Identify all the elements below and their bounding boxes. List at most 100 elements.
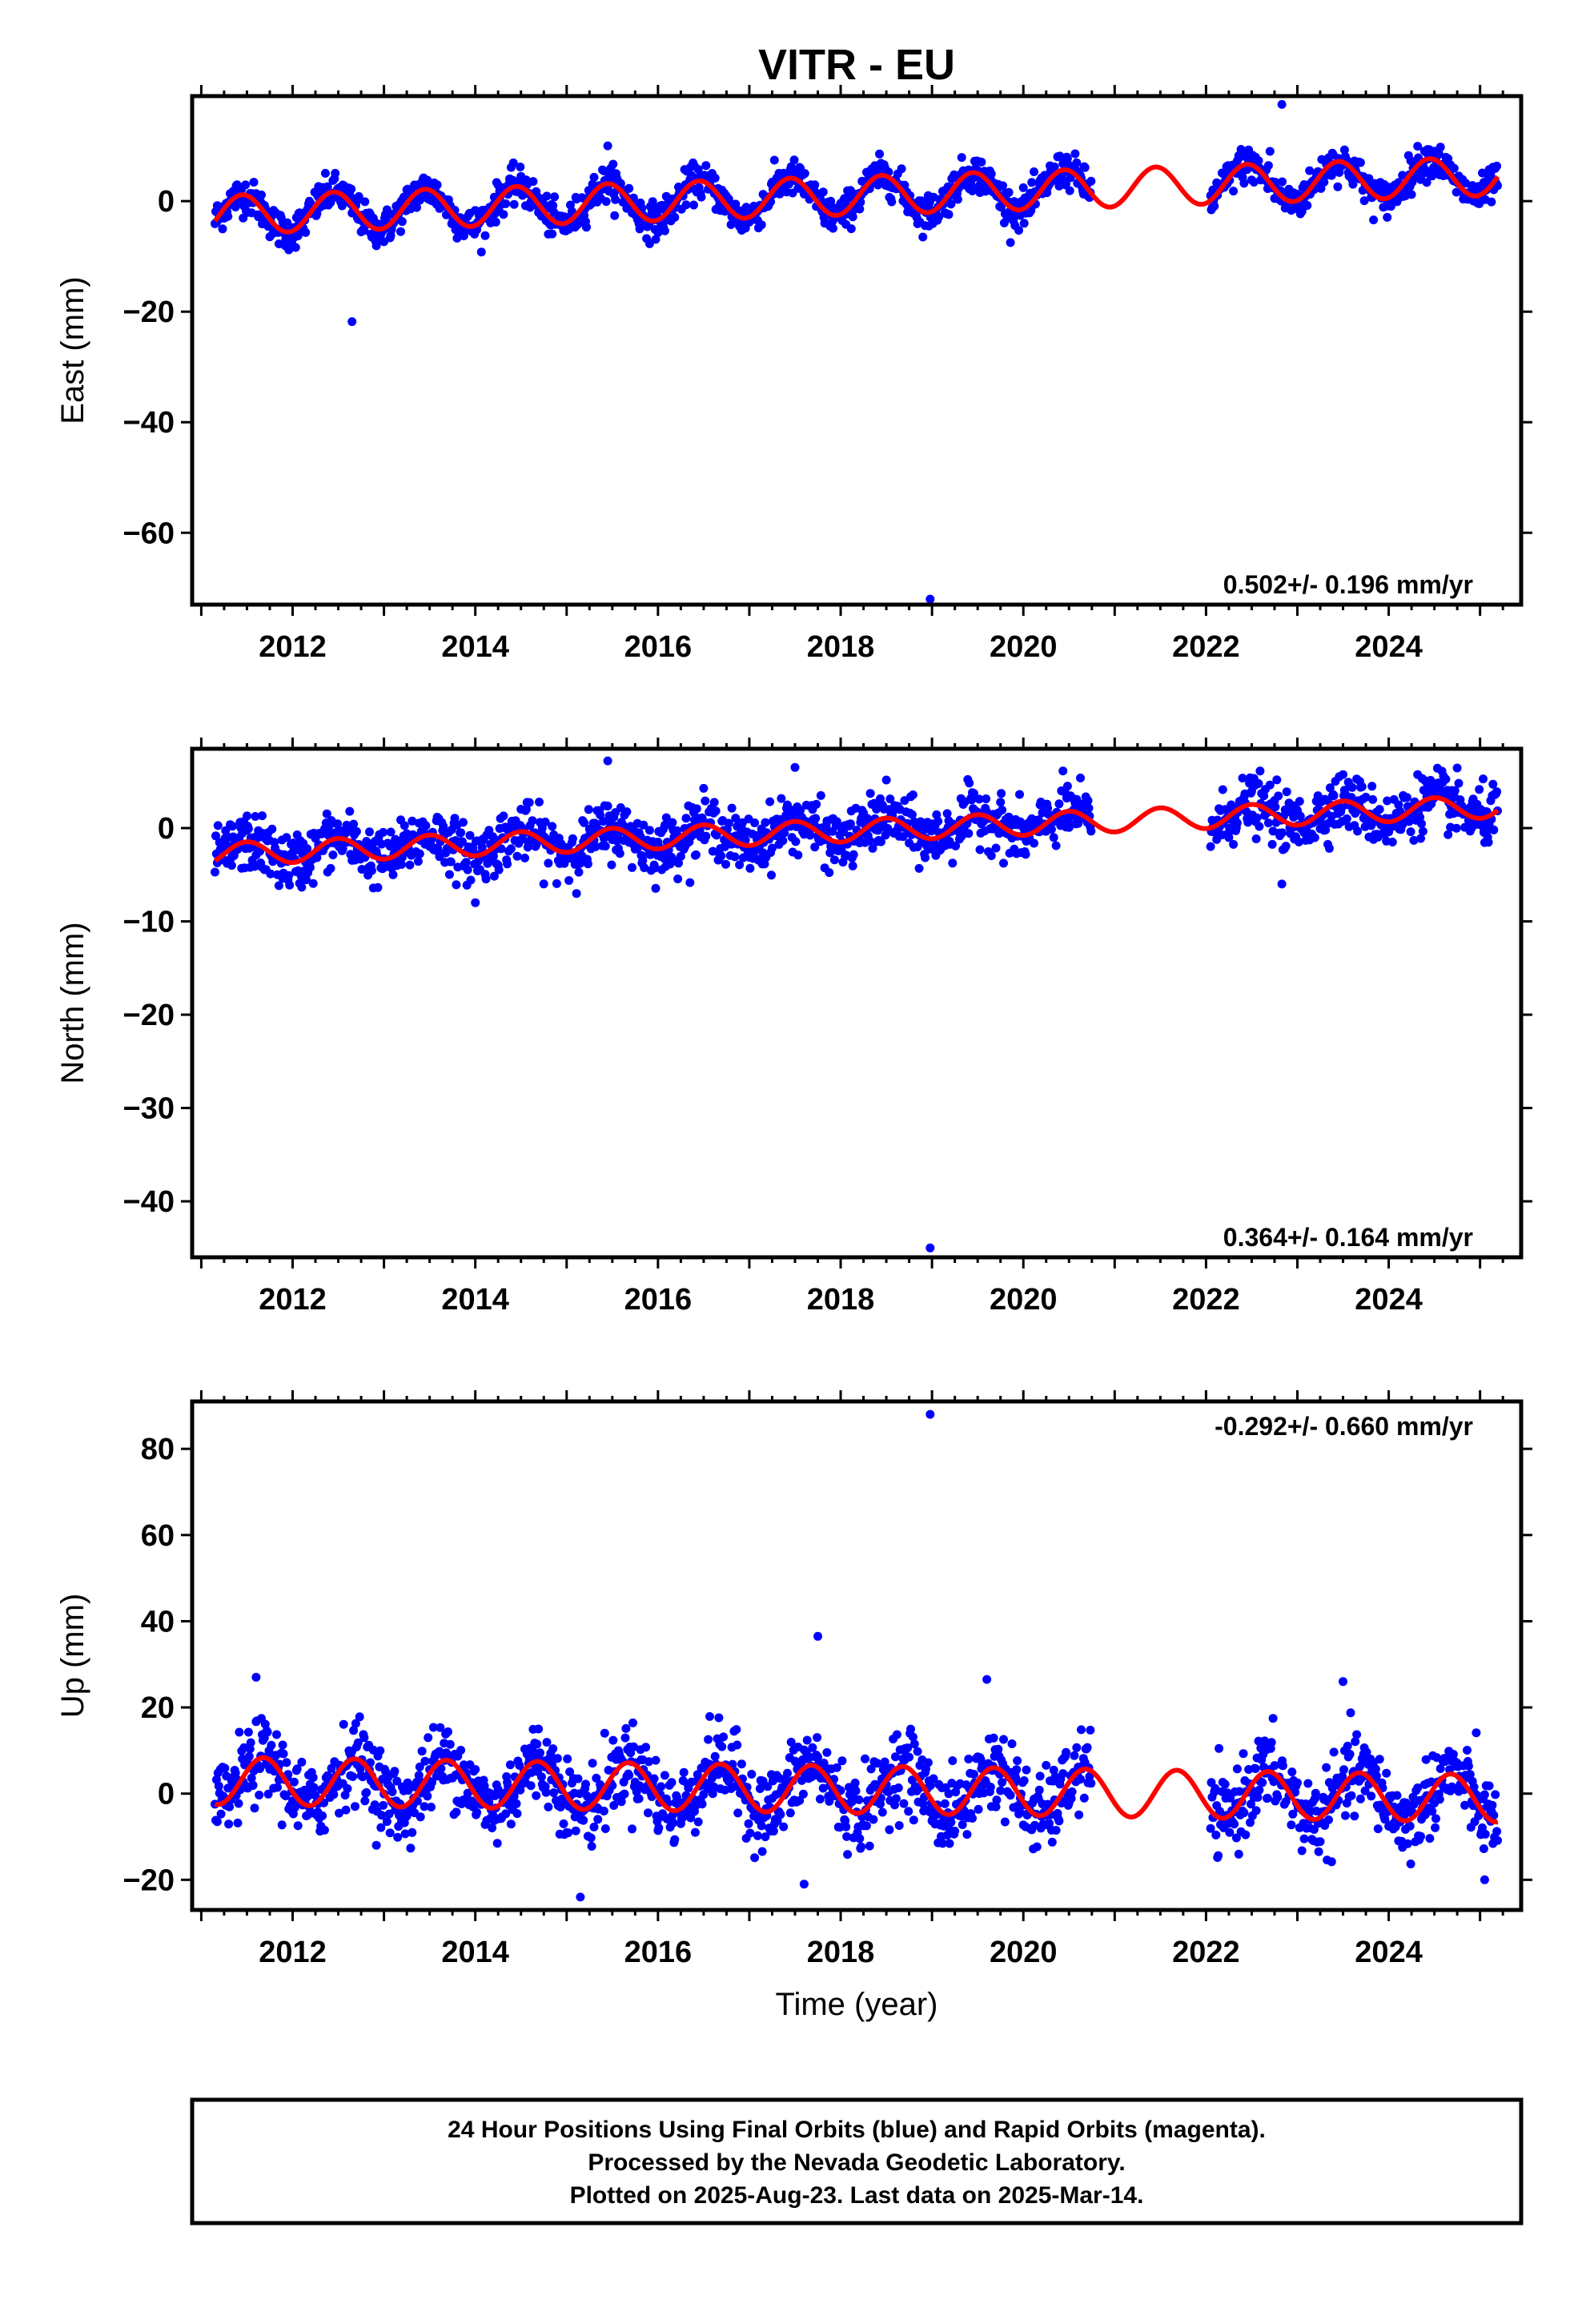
- data-point: [1225, 1827, 1235, 1837]
- data-point: [778, 836, 788, 846]
- data-point: [1214, 1851, 1223, 1860]
- data-point: [320, 168, 330, 178]
- data-point: [732, 1725, 741, 1735]
- data-point: [1452, 763, 1462, 773]
- data-point: [1255, 822, 1264, 831]
- data-point: [609, 1801, 619, 1810]
- data-point: [1314, 1847, 1323, 1856]
- data-point: [989, 1733, 998, 1743]
- data-point: [421, 821, 431, 830]
- data-point: [255, 1791, 264, 1799]
- data-point: [1255, 1785, 1264, 1795]
- data-point: [909, 1739, 919, 1749]
- data-point: [423, 175, 432, 185]
- data-point: [721, 859, 730, 869]
- data-point: [750, 1853, 760, 1863]
- data-point: [1019, 219, 1029, 228]
- data-point: [999, 858, 1008, 868]
- data-point: [452, 880, 461, 890]
- data-point: [1076, 774, 1085, 782]
- data-point: [243, 1727, 253, 1737]
- data-point: [1086, 176, 1096, 186]
- y-tick-label: 0: [158, 812, 175, 846]
- data-point: [1051, 841, 1061, 850]
- data-point: [1000, 1817, 1010, 1827]
- data-point: [802, 1735, 812, 1745]
- data-point: [1076, 1775, 1085, 1784]
- data-point: [909, 1815, 918, 1825]
- data-point: [1013, 1756, 1022, 1766]
- data-point: [693, 165, 703, 174]
- data-point: [1479, 1844, 1488, 1853]
- data-point: [417, 1747, 427, 1756]
- data-point: [1278, 828, 1287, 838]
- data-point: [855, 204, 865, 214]
- data-point: [1311, 1788, 1320, 1798]
- data-point: [1287, 1767, 1297, 1777]
- data-point: [1492, 787, 1502, 797]
- x-tick-label: 2018: [807, 1283, 875, 1317]
- data-point: [1086, 1779, 1096, 1788]
- data-point: [667, 1778, 677, 1787]
- data-point: [1006, 1791, 1015, 1800]
- data-point: [699, 783, 709, 793]
- data-point: [1253, 1792, 1263, 1802]
- data-point: [415, 849, 424, 858]
- data-point: [607, 860, 616, 870]
- data-point: [274, 881, 283, 891]
- y-tick-label: 0: [158, 185, 175, 219]
- data-point: [542, 1738, 552, 1747]
- data-point: [379, 827, 388, 837]
- data-point: [897, 164, 906, 174]
- east-data-points: [211, 99, 1502, 604]
- data-point: [608, 1735, 618, 1745]
- data-point: [737, 1759, 746, 1769]
- data-point: [767, 870, 776, 880]
- data-point: [406, 1844, 416, 1853]
- data-point: [745, 863, 755, 873]
- data-point: [620, 1733, 630, 1743]
- data-point: [621, 1723, 631, 1733]
- data-point: [516, 163, 525, 171]
- data-point: [668, 818, 677, 827]
- data-point: [644, 1808, 652, 1818]
- data-point: [946, 199, 956, 209]
- data-point: [1241, 1830, 1251, 1839]
- data-point: [224, 1819, 234, 1829]
- data-point: [548, 1744, 558, 1754]
- data-point: [550, 192, 560, 202]
- data-point: [1480, 1790, 1489, 1799]
- data-point: [400, 821, 409, 830]
- data-point: [1488, 779, 1498, 789]
- east-frame: [190, 94, 1524, 607]
- data-point: [779, 1822, 789, 1831]
- data-point: [1343, 1741, 1352, 1751]
- data-point: [293, 1821, 303, 1831]
- data-point: [1406, 827, 1415, 837]
- data-point: [1383, 212, 1392, 222]
- data-point: [849, 850, 858, 859]
- data-point: [291, 243, 300, 252]
- data-point: [869, 1815, 878, 1824]
- data-point: [257, 190, 266, 199]
- data-point: [279, 1749, 288, 1759]
- data-point: [861, 1754, 869, 1763]
- data-point: [328, 850, 338, 859]
- data-point: [1030, 838, 1038, 848]
- data-point: [277, 1820, 287, 1830]
- data-point: [297, 1757, 307, 1767]
- data-point: [1368, 794, 1378, 804]
- data-point: [785, 1808, 795, 1818]
- data-point: [651, 1755, 661, 1765]
- data-point: [1315, 1837, 1325, 1847]
- data-point: [660, 226, 669, 235]
- data-point: [600, 1728, 609, 1738]
- data-point: [466, 875, 476, 885]
- data-point: [211, 831, 220, 841]
- data-point: [610, 211, 620, 220]
- data-point: [733, 1808, 743, 1818]
- data-point: [1357, 782, 1367, 791]
- data-point: [444, 870, 454, 879]
- data-point: [491, 217, 500, 227]
- data-point: [1263, 1793, 1272, 1803]
